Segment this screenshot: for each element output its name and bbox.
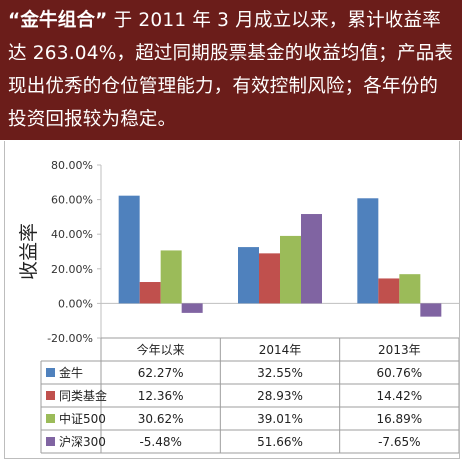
data-label: 39.01% [257,412,303,426]
bar-3-1 [301,214,322,304]
data-label: -7.65% [378,435,420,449]
chart-frame: 80.00% 60.00% 40.00% 20.00% 0.00% -20.00% 收益率今… [4,141,460,459]
legend-label: 沪深300 [59,435,106,449]
bar-3-2 [420,303,442,317]
bar-2-0 [160,250,182,304]
bar-1-1 [259,253,280,304]
data-label: 16.89% [376,412,422,426]
y-tick-label: 0.00% [58,297,93,310]
category-label: 今年以来 [137,342,185,357]
legend-swatch-2 [46,414,55,423]
bar-0-0 [118,195,140,304]
data-label: 60.76% [376,366,422,380]
legend-swatch-1 [46,391,55,400]
bar-2-2 [399,274,421,304]
summary-banner: “金牛组合” 于 2011 年 3 月成立以来，累计收益率达 263.04%，超… [0,0,462,140]
bar-1-2 [378,278,400,304]
data-label: 51.66% [257,435,303,449]
category-label: 2014年 [259,343,302,357]
bar-3-0 [181,303,203,313]
data-label: 14.42% [376,389,422,403]
bar-2-1 [280,235,301,304]
summary-highlight: “金牛组合” [8,10,108,31]
legend-label: 同类基金 [59,388,107,403]
y-tick-label: 40.00% [51,228,93,241]
returns-chart: 80.00% 60.00% 40.00% 20.00% 0.00% -20.00% 收益率今… [18,159,460,454]
category-label: 2013年 [378,343,421,357]
y-tick-label: 80.00% [51,159,93,172]
data-label: -5.48% [139,435,181,449]
data-label: 28.93% [257,389,303,403]
legend-label: 金牛 [59,365,83,380]
legend-label: 中证500 [59,411,106,426]
y-tick-label: 60.00% [51,194,93,207]
data-label: 32.55% [257,366,303,380]
y-axis-title: 收益率 [18,223,40,280]
legend-swatch-0 [46,368,55,377]
legend-swatch-3 [46,437,55,446]
summary-body: 于 2011 年 3 月成立以来，累计收益率达 263.04%，超过同期股票基金… [8,10,454,130]
data-label: 30.62% [138,412,184,426]
bar-0-2 [357,198,379,304]
y-tick-label: 20.00% [51,263,93,276]
y-tick-label: -20.00% [47,332,93,345]
summary-text: “金牛组合” 于 2011 年 3 月成立以来，累计收益率达 263.04%，超… [8,4,454,136]
bar-1-0 [139,282,161,304]
bar-0-1 [238,247,259,304]
data-label: 62.27% [138,366,184,380]
data-label: 12.36% [138,389,184,403]
